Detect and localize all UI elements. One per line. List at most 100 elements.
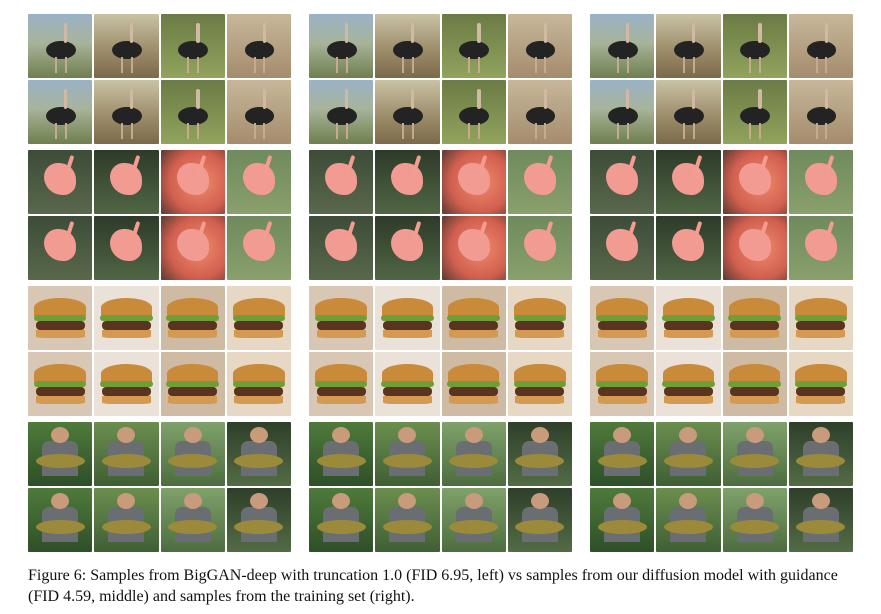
tench-sample-image	[656, 422, 721, 486]
panel-right-training-set	[590, 14, 853, 558]
ostrich-sample-image	[309, 80, 374, 144]
flamingo-sample-image	[788, 216, 853, 280]
flamingo-sample-image	[94, 216, 159, 280]
ostrich-sample-image	[656, 80, 721, 144]
ostrich-sample-image	[507, 80, 572, 144]
tench-sample-image	[441, 422, 506, 486]
burger-sample-image	[441, 352, 506, 416]
flamingo-sample-image	[590, 150, 655, 214]
flamingo-sample-image	[160, 216, 225, 280]
ostrich-sample-image	[160, 14, 225, 78]
tench-sample-image	[507, 488, 572, 552]
tench-sample-image	[160, 422, 225, 486]
ostrich-sample-grid	[28, 14, 291, 144]
burger-sample-image	[788, 352, 853, 416]
burger-sample-image	[28, 352, 93, 416]
tench-sample-image	[590, 488, 655, 552]
flamingo-sample-image	[441, 216, 506, 280]
burger-sample-image	[656, 352, 721, 416]
tench-sample-grid	[590, 422, 853, 552]
tench-sample-image	[722, 422, 787, 486]
flamingo-sample-grid	[309, 150, 572, 280]
tench-sample-image	[788, 422, 853, 486]
burger-sample-image	[722, 352, 787, 416]
tench-sample-grid	[28, 422, 291, 552]
flamingo-sample-image	[226, 216, 291, 280]
figure-6	[28, 14, 853, 558]
flamingo-sample-image	[28, 216, 93, 280]
tench-sample-image	[309, 422, 374, 486]
flamingo-sample-image	[375, 216, 440, 280]
tench-sample-image	[94, 488, 159, 552]
ostrich-sample-image	[226, 14, 291, 78]
flamingo-sample-image	[590, 216, 655, 280]
burger-sample-image	[160, 352, 225, 416]
burger-sample-image	[94, 352, 159, 416]
tench-sample-grid	[309, 422, 572, 552]
ostrich-sample-image	[94, 80, 159, 144]
burger-sample-grid	[590, 286, 853, 416]
burger-sample-image	[160, 286, 225, 350]
flamingo-sample-image	[160, 150, 225, 214]
burger-sample-image	[226, 352, 291, 416]
ostrich-sample-image	[441, 14, 506, 78]
tench-sample-image	[375, 488, 440, 552]
ostrich-sample-image	[226, 80, 291, 144]
panel-middle-diffusion-guided	[309, 14, 572, 558]
tench-sample-image	[441, 488, 506, 552]
tench-sample-image	[28, 422, 93, 486]
ostrich-sample-image	[788, 14, 853, 78]
flamingo-sample-image	[722, 150, 787, 214]
ostrich-sample-image	[309, 14, 374, 78]
tench-sample-image	[788, 488, 853, 552]
tench-sample-image	[507, 422, 572, 486]
flamingo-sample-image	[656, 150, 721, 214]
burger-sample-image	[375, 352, 440, 416]
tench-sample-image	[226, 488, 291, 552]
ostrich-sample-image	[94, 14, 159, 78]
tench-sample-image	[375, 422, 440, 486]
burger-sample-image	[788, 286, 853, 350]
flamingo-sample-image	[722, 216, 787, 280]
burger-sample-image	[441, 286, 506, 350]
ostrich-sample-image	[722, 14, 787, 78]
burger-sample-image	[590, 352, 655, 416]
burger-sample-image	[590, 286, 655, 350]
burger-sample-grid	[309, 286, 572, 416]
flamingo-sample-image	[28, 150, 93, 214]
burger-sample-image	[375, 286, 440, 350]
ostrich-sample-image	[28, 80, 93, 144]
ostrich-sample-image	[590, 80, 655, 144]
tench-sample-image	[226, 422, 291, 486]
ostrich-sample-image	[375, 80, 440, 144]
tench-sample-image	[160, 488, 225, 552]
burger-sample-image	[94, 286, 159, 350]
burger-sample-image	[226, 286, 291, 350]
burger-sample-grid	[28, 286, 291, 416]
burger-sample-image	[507, 352, 572, 416]
ostrich-sample-image	[160, 80, 225, 144]
flamingo-sample-image	[309, 150, 374, 214]
tench-sample-image	[722, 488, 787, 552]
ostrich-sample-image	[788, 80, 853, 144]
flamingo-sample-image	[788, 150, 853, 214]
ostrich-sample-image	[375, 14, 440, 78]
panel-left-biggan-deep	[28, 14, 291, 558]
flamingo-sample-image	[656, 216, 721, 280]
tench-sample-image	[309, 488, 374, 552]
flamingo-sample-grid	[590, 150, 853, 280]
ostrich-sample-image	[590, 14, 655, 78]
burger-sample-image	[309, 286, 374, 350]
ostrich-sample-image	[722, 80, 787, 144]
flamingo-sample-image	[94, 150, 159, 214]
ostrich-sample-image	[441, 80, 506, 144]
ostrich-sample-grid	[590, 14, 853, 144]
flamingo-sample-image	[375, 150, 440, 214]
flamingo-sample-image	[441, 150, 506, 214]
ostrich-sample-image	[656, 14, 721, 78]
flamingo-sample-image	[226, 150, 291, 214]
ostrich-sample-image	[507, 14, 572, 78]
tench-sample-image	[28, 488, 93, 552]
burger-sample-image	[507, 286, 572, 350]
ostrich-sample-image	[28, 14, 93, 78]
